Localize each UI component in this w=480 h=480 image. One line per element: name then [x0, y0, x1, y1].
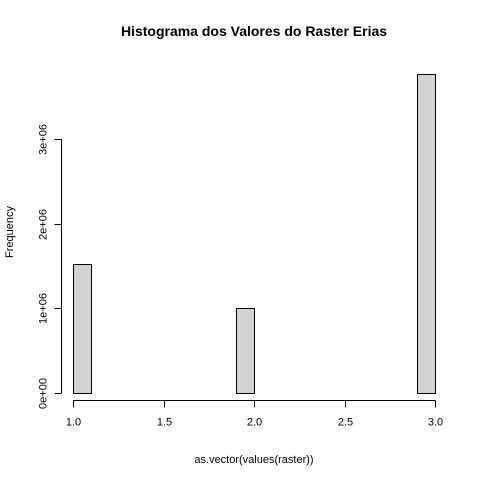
x-axis: 1.0 1.5 2.0 2.5 3.0: [66, 400, 443, 429]
histogram-bar: [417, 74, 436, 394]
chart-title: Histograma dos Valores do Raster Erias: [121, 23, 387, 39]
y-tick-label: 1e+06: [38, 293, 50, 324]
y-tick-label: 0e+00: [38, 378, 50, 409]
x-tick-label: 1.0: [66, 417, 81, 429]
x-tick-label: 2.0: [247, 417, 262, 429]
x-axis-label: as.vector(values(raster)): [194, 454, 313, 466]
histogram-bar: [73, 264, 92, 394]
bars-group: [73, 74, 436, 394]
histogram-bar: [236, 308, 255, 394]
x-tick-label: 3.0: [428, 417, 443, 429]
x-tick-label: 2.5: [338, 417, 353, 429]
y-tick-label: 2e+06: [38, 209, 50, 240]
y-axis-label: Frequency: [4, 206, 16, 258]
y-tick-label: 3e+06: [38, 124, 50, 155]
y-axis: 0e+00 1e+06 2e+06 3e+06: [38, 124, 62, 409]
x-tick-label: 1.5: [157, 417, 172, 429]
